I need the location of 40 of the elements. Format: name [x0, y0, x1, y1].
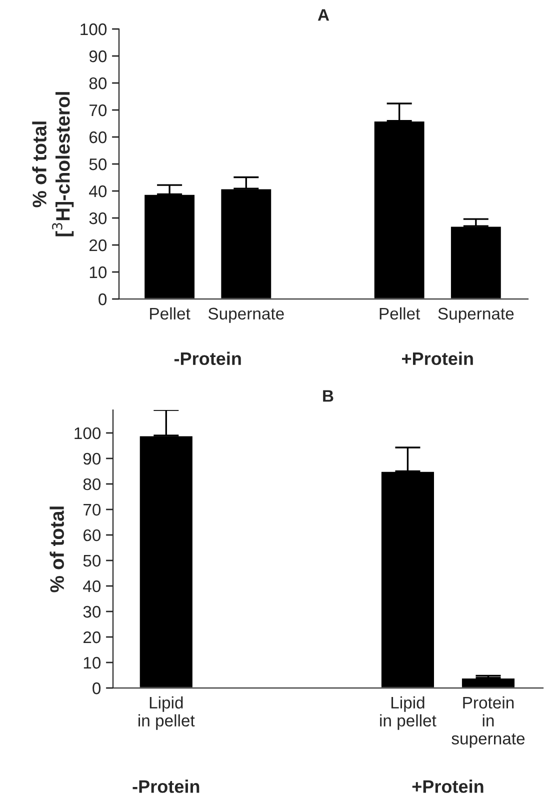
y-tick-label: 50 — [83, 554, 101, 567]
y-tick-label: 70 — [84, 504, 101, 516]
text: +Protein — [402, 352, 473, 366]
x-tick-label: Supernate — [438, 308, 514, 323]
y-tick-label: 0 — [92, 682, 101, 694]
y-tick-label: 30 — [89, 212, 107, 224]
y-tick-label: 20 — [89, 239, 107, 252]
y-tick-label: 40 — [83, 580, 101, 592]
y-tick-label: 70 — [90, 104, 107, 116]
text: +Protein — [412, 780, 484, 793]
y-tick-label: 80 — [83, 478, 101, 490]
y-tick-label: 10 — [90, 266, 107, 278]
y-tick-label: 100 — [74, 427, 101, 440]
y-tick-label: 90 — [83, 452, 101, 465]
y-tick-label: 20 — [83, 631, 101, 644]
bar — [220, 188, 272, 299]
bar — [460, 677, 516, 688]
y-tick-label: 60 — [90, 131, 107, 144]
text: -Protein — [132, 780, 200, 793]
x-tick-label: Supernate — [208, 308, 284, 323]
y-tick-label: 0 — [98, 293, 107, 306]
x-tick-label: Protein in supernate — [452, 696, 525, 748]
text: -Protein — [174, 352, 241, 366]
x-tick-label: Pellet — [380, 307, 420, 320]
y-axis-title: % of total — [50, 506, 64, 592]
x-tick-label: Lipid in pellet — [138, 696, 195, 730]
y-tick-label: 30 — [83, 606, 101, 618]
chart-title: A — [318, 9, 330, 21]
y-tick-label: 100 — [80, 23, 107, 36]
y-tick-label: 50 — [89, 158, 107, 170]
text: % of total [$^{3}$H]-cholesterol — [32, 92, 74, 236]
y-tick-label: 90 — [89, 50, 107, 62]
y-tick-label: 10 — [84, 656, 101, 669]
bar — [138, 434, 194, 688]
y-tick-label: 40 — [89, 185, 107, 198]
chart-title: B — [323, 390, 334, 402]
y-tick-label: 80 — [89, 77, 107, 90]
y-tick-label: 60 — [84, 529, 101, 542]
x-tick-label: Pellet — [150, 307, 190, 320]
x-tick-label: Lipid in pellet — [380, 696, 436, 730]
